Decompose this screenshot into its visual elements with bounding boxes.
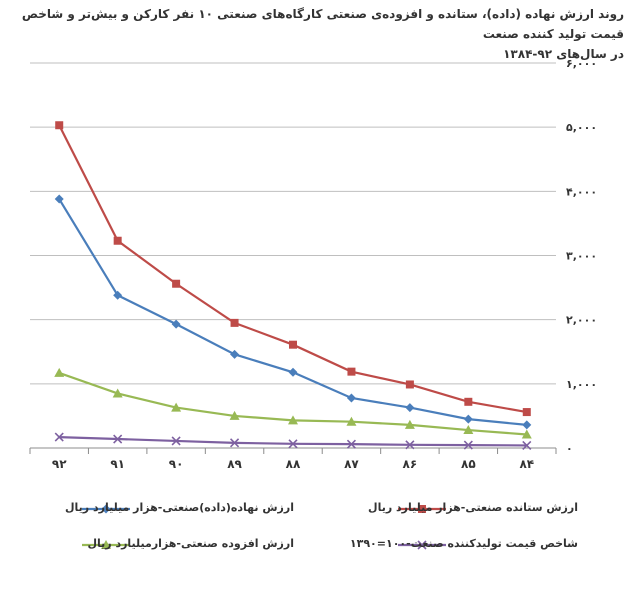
x-tick-label: ۹۱ [110, 457, 125, 471]
y-tick-label: ۶,۰۰۰ [566, 57, 597, 70]
chart-title-line-1: روند ارزش نهاده (داده)، ستانده و افزوده‌… [21, 7, 624, 41]
x-tick-label: ۹۰ [169, 457, 184, 471]
data-point [113, 290, 123, 300]
data-point [171, 436, 181, 446]
x-tick-label: ۹۲ [52, 457, 67, 471]
x-tick-label: ۸۵ [461, 457, 476, 471]
data-point [346, 416, 357, 426]
data-point [289, 340, 297, 349]
y-tick-label: ۳,۰۰۰ [566, 250, 597, 263]
x-tick-label: ۸۹ [227, 457, 242, 471]
data-point [230, 318, 239, 327]
x-tick-label: ۸۴ [519, 457, 534, 471]
data-point [171, 319, 181, 329]
data-point [230, 349, 240, 359]
data-point [522, 408, 531, 417]
data-point [288, 415, 298, 425]
series-3 [54, 367, 532, 439]
data-point [113, 236, 122, 245]
data-point [463, 414, 473, 424]
data-point [347, 367, 356, 376]
data-point [113, 434, 123, 444]
data-point [54, 194, 64, 204]
legend-item: ارزش ستانده صنعتی-هزار میلیارد ریال [368, 501, 578, 514]
data-point [288, 367, 298, 377]
series-lines [54, 121, 532, 450]
y-tick-label: ۰ [566, 442, 573, 455]
x-axis: ۹۲ ۹۱ ۹۰ ۸۹ ۸۸ ۸۷ ۸۶ ۸۵ ۸۴ [29, 448, 557, 471]
data-point [229, 410, 240, 420]
y-tick-label: ۲,۰۰۰ [566, 314, 597, 327]
data-point [464, 397, 473, 406]
y-tick-label: ۵,۰۰۰ [566, 121, 597, 134]
chart-title-line-2: در سال‌های ۹۲-۱۳۸۴ [503, 47, 624, 61]
data-point [288, 439, 298, 449]
series-line [58, 198, 527, 426]
data-point [346, 439, 357, 449]
legend-marker [417, 540, 427, 550]
data-point [405, 403, 415, 413]
x-tick-label: ۸۷ [344, 457, 359, 471]
y-tick-label: ۴,۰۰۰ [566, 185, 597, 198]
series-1 [54, 194, 532, 430]
data-point [54, 367, 65, 377]
legend-item: ارزش نهاده(داده)صنعتی-هزار میلیارد ریال [65, 501, 294, 514]
series-2 [55, 121, 531, 417]
x-tick-label: ۸۶ [403, 457, 418, 471]
data-point [405, 440, 415, 450]
legend-marker [101, 540, 111, 549]
legend-marker [418, 505, 426, 513]
data-point [229, 438, 240, 448]
series-line [58, 371, 527, 436]
data-point [521, 429, 532, 439]
data-point [172, 279, 181, 288]
data-point [522, 420, 532, 430]
data-point [404, 419, 415, 429]
chart-title: روند ارزش نهاده (داده)، ستانده و افزوده‌… [14, 4, 624, 64]
legend-markers [82, 504, 446, 550]
data-point [522, 440, 532, 450]
data-point [55, 121, 64, 130]
gridlines [30, 62, 556, 449]
y-tick-label: ۱,۰۰۰ [566, 378, 597, 391]
y-axis-tick-labels: ۰ ۱,۰۰۰ ۲,۰۰۰ ۳,۰۰۰ ۴,۰۰۰ ۵,۰۰۰ ۶,۰۰۰ [566, 57, 597, 455]
data-point [54, 432, 64, 442]
data-point [463, 440, 473, 450]
series-4 [54, 432, 532, 450]
legend-item: شاخص قیمت تولیدکننده صنعت-۱۰۰=۱۳۹۰ [349, 537, 578, 550]
legend-marker [101, 504, 111, 514]
data-point [405, 380, 414, 389]
data-point [112, 388, 123, 398]
x-tick-label: ۸۸ [286, 457, 301, 471]
data-point [171, 402, 182, 412]
legend-item: ارزش افزوده صنعتی-هزارمیلیارد ریال [87, 537, 294, 550]
data-point [346, 393, 356, 403]
data-point [463, 425, 474, 435]
